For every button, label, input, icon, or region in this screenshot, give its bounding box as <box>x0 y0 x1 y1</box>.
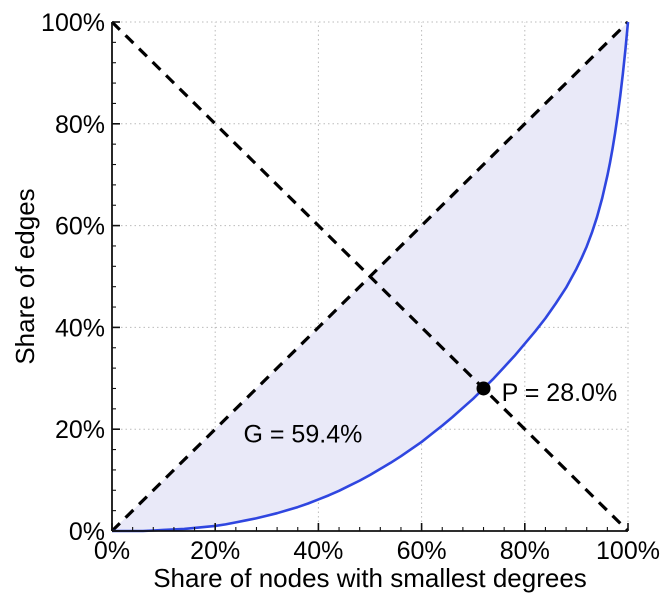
lorenz-curve-line <box>112 21 630 533</box>
x-tick-label: 60% <box>397 537 447 565</box>
x-tick-label: 80% <box>500 537 550 565</box>
x-axis-label: Share of nodes with smallest degrees <box>153 563 587 593</box>
intersection-point-marker <box>476 381 491 396</box>
y-tick-label: 40% <box>55 314 105 342</box>
gini-annotation: G = 59.4% <box>244 420 363 448</box>
anti-diagonal-line <box>110 20 630 533</box>
y-tick-label: 60% <box>55 213 105 241</box>
x-tick-label: 100% <box>596 537 660 565</box>
x-tick-labels: 0% 20% 40% 60% 80% 100% <box>94 537 660 565</box>
axes <box>111 22 628 532</box>
y-tick-label: 20% <box>55 416 105 444</box>
y-tick-label: 100% <box>41 9 105 37</box>
y-tick-label: 0% <box>69 518 105 546</box>
x-tick-label: 0% <box>94 537 130 565</box>
x-tick-label: 20% <box>190 537 240 565</box>
y-axis-label: Share of edges <box>10 188 40 364</box>
y-tick-label: 80% <box>55 111 105 139</box>
x-tick-label: 40% <box>293 537 343 565</box>
p-annotation: P = 28.0% <box>502 379 618 407</box>
tick-marks <box>111 21 629 532</box>
y-tick-labels: 0% 20% 40% 60% 80% 100% <box>41 9 105 546</box>
